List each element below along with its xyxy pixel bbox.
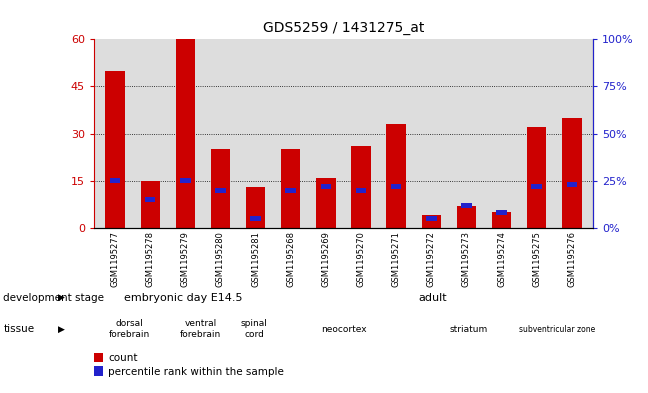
Bar bbox=[351, 146, 371, 228]
Bar bbox=[215, 188, 226, 193]
Bar bbox=[321, 184, 331, 189]
Bar bbox=[422, 215, 441, 228]
Bar bbox=[316, 178, 336, 228]
Bar bbox=[457, 206, 476, 228]
Text: adult: adult bbox=[418, 293, 447, 303]
Bar bbox=[356, 188, 366, 193]
Text: ▶: ▶ bbox=[58, 293, 65, 302]
Bar bbox=[285, 188, 296, 193]
Bar bbox=[527, 127, 546, 228]
Text: tissue: tissue bbox=[3, 324, 34, 334]
Text: ▶: ▶ bbox=[58, 325, 65, 334]
Bar bbox=[426, 216, 437, 221]
Text: development stage: development stage bbox=[3, 293, 104, 303]
Bar bbox=[492, 212, 511, 228]
Bar bbox=[106, 71, 124, 228]
Bar bbox=[176, 39, 195, 228]
Text: subventricular zone: subventricular zone bbox=[519, 325, 596, 334]
Bar bbox=[110, 178, 121, 183]
Bar bbox=[94, 366, 103, 376]
Bar bbox=[180, 178, 191, 183]
Text: dorsal
forebrain: dorsal forebrain bbox=[109, 320, 150, 339]
Bar bbox=[94, 353, 103, 362]
Bar bbox=[246, 187, 265, 228]
Bar bbox=[211, 149, 230, 228]
Bar bbox=[391, 184, 402, 189]
Bar bbox=[145, 197, 156, 202]
Bar bbox=[281, 149, 301, 228]
Bar bbox=[531, 184, 542, 189]
Text: count: count bbox=[108, 353, 138, 363]
Text: striatum: striatum bbox=[449, 325, 487, 334]
Bar bbox=[141, 181, 160, 228]
Bar bbox=[461, 203, 472, 208]
Bar bbox=[386, 124, 406, 228]
Bar bbox=[250, 216, 261, 221]
Bar bbox=[566, 182, 577, 187]
Text: embryonic day E14.5: embryonic day E14.5 bbox=[124, 293, 242, 303]
Bar bbox=[496, 211, 507, 215]
Title: GDS5259 / 1431275_at: GDS5259 / 1431275_at bbox=[262, 22, 424, 35]
Text: neocortex: neocortex bbox=[321, 325, 366, 334]
Bar bbox=[562, 118, 581, 228]
Text: percentile rank within the sample: percentile rank within the sample bbox=[108, 367, 284, 377]
Text: spinal
cord: spinal cord bbox=[241, 320, 268, 339]
Text: ventral
forebrain: ventral forebrain bbox=[180, 320, 222, 339]
